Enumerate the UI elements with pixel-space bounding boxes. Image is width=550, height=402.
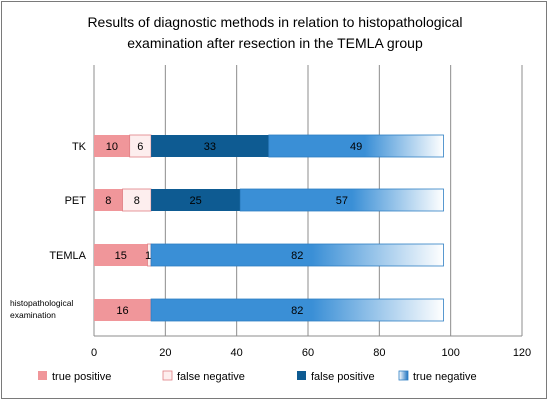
legend-false-positive-label: false positive	[311, 371, 375, 383]
data-label-PET-false-negative: 8	[134, 195, 140, 207]
legend: true positive false negative false positiv…	[38, 370, 477, 383]
gridlines	[93, 65, 523, 337]
legend-true-negative-swatch	[398, 370, 409, 381]
data-label-PET-true-negative: 57	[336, 195, 348, 207]
x-tick-0: 0	[91, 347, 97, 359]
chart-title-line-2: examination after resection in the TEMLA…	[127, 35, 423, 51]
bar-PET-true-negative	[239, 188, 444, 212]
data-label-TEMLA-false-negative: 1	[145, 250, 151, 262]
bar-histopathological-examination-true-negative	[150, 298, 444, 322]
legend-false-negative-label: false negative	[177, 371, 245, 383]
x-tick-20: 20	[159, 347, 171, 359]
category-label-TK: TK	[72, 141, 87, 153]
data-label-PET-true-positive: 8	[105, 195, 111, 207]
legend-true-positive-swatch	[38, 371, 47, 380]
data-label-TEMLA-true-negative: 82	[291, 250, 303, 262]
x-axis-tick-labels: 0 20 40 60 80 100 120	[91, 347, 531, 359]
chart-title: Results of diagnostic methods in relatio…	[87, 14, 462, 51]
x-tick-60: 60	[302, 347, 314, 359]
bar-histopathological-examination-true-positive	[94, 299, 152, 321]
data-label-TK-true-positive: 10	[106, 141, 118, 153]
x-tick-100: 100	[441, 347, 459, 359]
bar-TK-true-negative	[268, 134, 444, 158]
legend-false-negative-swatch	[162, 370, 173, 381]
bar-PET-true-positive	[94, 189, 123, 211]
legend-true-positive-label: true positive	[52, 371, 111, 383]
category-label-PET: PET	[65, 195, 87, 207]
data-label-PET-false-positive: 25	[190, 195, 202, 207]
data-label-histopathological-examination-true-positive: 16	[116, 305, 128, 317]
data-label-histopathological-examination-true-negative: 82	[291, 305, 303, 317]
legend-false-positive-swatch	[297, 371, 306, 380]
data-labels: 10 6 33 49 8 8 25 57 15 1 82 16 82	[105, 141, 362, 317]
bar-TK-true-positive	[94, 135, 130, 157]
x-tick-120: 120	[513, 347, 531, 359]
legend-true-negative-label: true negative	[413, 371, 477, 383]
x-tick-40: 40	[231, 347, 243, 359]
category-label-TEMLA: TEMLA	[49, 250, 86, 262]
bars	[94, 134, 444, 322]
bar-TK-false-positive	[151, 135, 269, 157]
data-label-TEMLA-true-positive: 15	[115, 250, 127, 262]
category-labels: TK PET TEMLA histopathological examination	[10, 141, 87, 320]
bar-TEMLA-true-negative	[150, 243, 444, 267]
data-label-TK-false-negative: 6	[137, 141, 143, 153]
category-label-line-2: examination	[10, 310, 56, 320]
data-label-TK-true-negative: 49	[350, 141, 362, 153]
bar-PET-false-positive	[151, 189, 241, 211]
chart-title-line-1: Results of diagnostic methods in relatio…	[87, 14, 462, 30]
data-label-TK-false-positive: 33	[204, 141, 216, 153]
bar-TEMLA-true-positive	[94, 244, 148, 266]
x-tick-80: 80	[373, 347, 385, 359]
category-label-line-1: histopathological	[10, 298, 73, 308]
